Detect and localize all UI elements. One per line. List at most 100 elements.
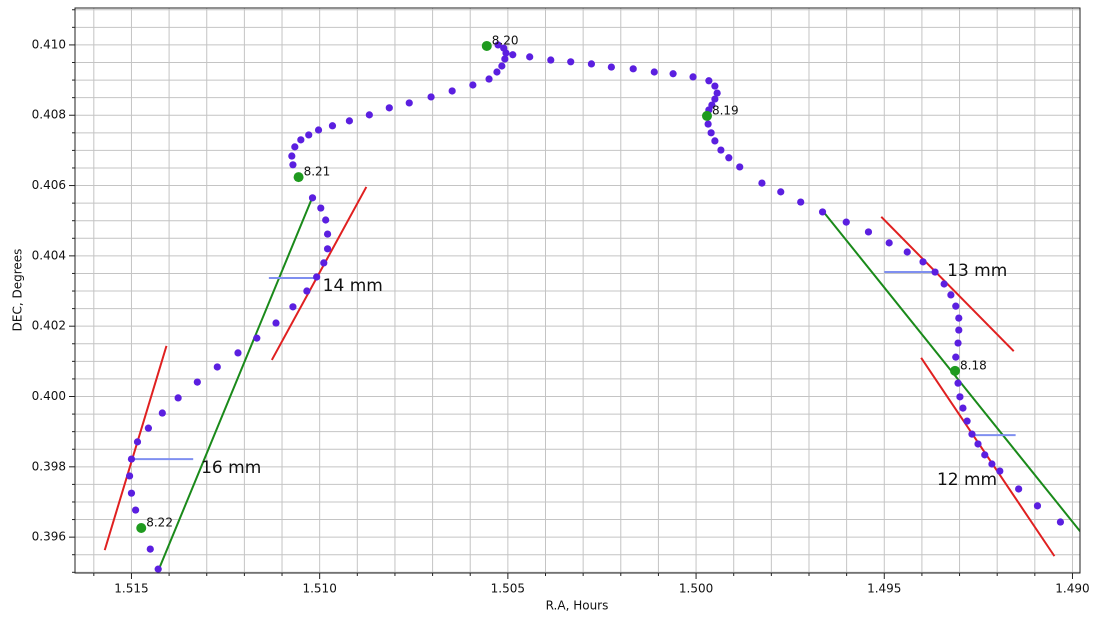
data-point [308, 194, 317, 202]
data-point [317, 204, 325, 212]
y-tick-label: 0.402 [32, 319, 66, 333]
marked-point [950, 365, 961, 376]
data-point [320, 259, 328, 267]
y-tick-label: 0.400 [32, 389, 66, 403]
data-point [650, 68, 658, 76]
data-point [725, 154, 733, 162]
data-point [314, 126, 323, 134]
x-tick-label: 1.490 [1055, 582, 1089, 596]
data-point [1015, 485, 1023, 493]
y-tick-label: 0.408 [32, 108, 66, 122]
data-point [955, 314, 963, 322]
data-point [947, 291, 955, 299]
data-point [711, 82, 719, 90]
annotation-line [270, 186, 368, 361]
annotation: 13 mm [947, 261, 1007, 281]
data-point [291, 143, 299, 151]
data-point [931, 268, 939, 276]
data-point [133, 438, 142, 446]
data-point [705, 77, 713, 85]
data-point [919, 258, 927, 266]
data-point [707, 129, 715, 137]
data-point [968, 430, 976, 438]
data-point [213, 363, 221, 371]
data-point [322, 216, 330, 224]
data-point [963, 417, 971, 425]
data-point [864, 228, 873, 236]
data-point [289, 303, 297, 311]
data-point [842, 218, 850, 226]
data-point [234, 349, 242, 357]
data-point [567, 58, 575, 66]
y-axis-label: DEC, Degrees [11, 249, 25, 332]
plot-area: 8.22 8.21 8.20 8.19 8.18 16 mm 14 mm 13 mm 12 mm [103, 33, 1080, 573]
data-point [125, 472, 134, 480]
data-point [629, 65, 637, 73]
data-point [711, 137, 719, 145]
point-label: 8.20 [492, 33, 519, 47]
data-point [132, 506, 140, 514]
data-point [777, 188, 785, 196]
data-point [669, 70, 677, 78]
data-point [526, 53, 534, 61]
data-point [587, 60, 596, 68]
data-point [365, 111, 373, 119]
data-point [146, 545, 154, 553]
data-point [981, 451, 989, 459]
marked-point [136, 522, 147, 533]
data-point [955, 326, 963, 334]
point-label: 8.21 [304, 165, 331, 179]
data-point [940, 280, 948, 288]
data-point [127, 489, 136, 497]
data-point [498, 62, 506, 70]
data-point [288, 152, 296, 160]
axes-frame [74, 7, 1081, 574]
grid [75, 8, 1080, 573]
data-point [405, 99, 413, 107]
data-point [345, 117, 353, 125]
data-point [885, 239, 893, 247]
x-axis-label: R.A, Hours [546, 599, 609, 613]
data-point [313, 273, 321, 281]
annotation-line [157, 198, 313, 572]
data-point [485, 75, 493, 83]
y-tick-label: 0.396 [32, 530, 66, 544]
data-point [253, 334, 261, 342]
data-point [903, 248, 911, 256]
data-point [797, 198, 805, 206]
data-point [509, 51, 517, 59]
x-tick-label: 1.510 [302, 582, 336, 596]
annotation: 14 mm [323, 276, 383, 296]
marked-point [481, 40, 492, 51]
data-point [758, 179, 766, 187]
data-point [469, 81, 477, 89]
data-point [272, 319, 280, 327]
data-point [328, 122, 337, 130]
data-point [959, 404, 967, 412]
annotation: 12 mm [937, 470, 997, 490]
data-point [547, 56, 555, 64]
data-point [303, 287, 311, 295]
marked-point [701, 110, 712, 121]
x-tick-label: 1.500 [679, 582, 713, 596]
point-label: 8.19 [712, 103, 739, 117]
data-point [954, 339, 962, 347]
data-point [448, 87, 456, 95]
point-label: 8.18 [960, 358, 987, 372]
data-point [996, 467, 1004, 475]
data-point [493, 68, 501, 76]
data-point [144, 424, 152, 432]
data-point [174, 394, 182, 402]
axes: 1.515 1.510 1.505 1.500 1.495 1.490 0.396 0.398… [32, 9, 1090, 596]
x-tick-label: 1.505 [491, 582, 525, 596]
x-tick-label: 1.495 [867, 582, 901, 596]
x-tick-label: 1.515 [114, 582, 148, 596]
data-point [193, 378, 201, 386]
data-point [1033, 502, 1042, 510]
annotation-line [103, 345, 168, 551]
data-point [127, 455, 136, 463]
data-point [736, 163, 744, 171]
data-point [427, 93, 435, 101]
